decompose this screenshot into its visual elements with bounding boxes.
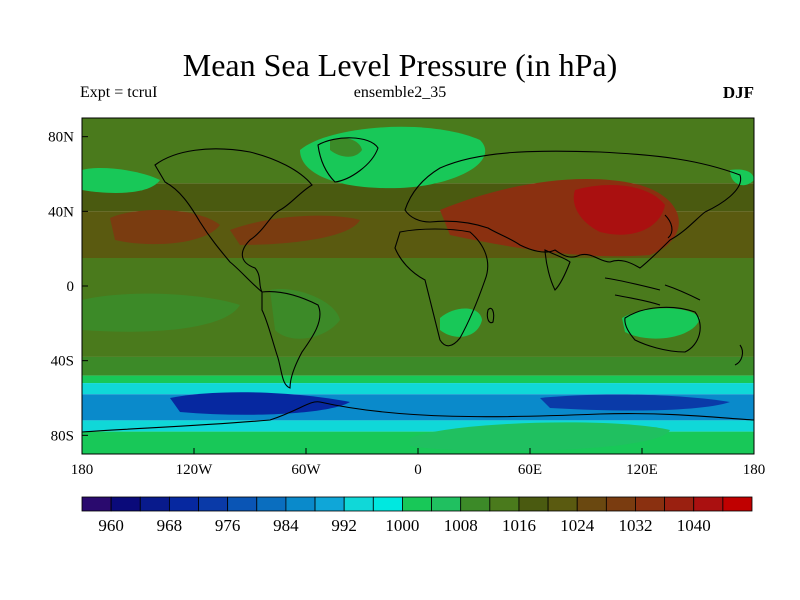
colorbar-label: 1032	[618, 516, 652, 535]
pressure-cell-greenland	[330, 138, 362, 157]
colorbar-label: 1000	[385, 516, 419, 535]
colorbar-swatch	[402, 496, 432, 512]
page-title: Mean Sea Level Pressure (in hPa)	[182, 47, 618, 83]
colorbar-label: 968	[157, 516, 183, 535]
pressure-cell-antarctic-low	[170, 392, 350, 415]
colorbar-swatch	[372, 496, 403, 512]
colorbar-label: 992	[331, 516, 357, 535]
pressure-cells	[82, 126, 754, 452]
colorbar-swatch	[343, 496, 374, 512]
colorbar-swatch	[605, 496, 636, 512]
colorbar-label: 1024	[560, 516, 595, 535]
colorbar-label: 1040	[677, 516, 711, 535]
colorbar-label: 1008	[444, 516, 478, 535]
colorbar-swatch	[198, 496, 229, 512]
colorbar-swatch	[460, 496, 491, 512]
colorbar-swatch	[256, 496, 287, 512]
x-tick-label: 120W	[176, 462, 214, 478]
colorbar-swatch	[139, 496, 170, 512]
colorbar-swatch	[285, 496, 316, 512]
colorbar: 960 968 976 984 992 1000 1008 1016 1024 1032 1040	[81, 496, 753, 535]
y-tick-label: 80S	[51, 428, 74, 444]
season-label: DJF	[722, 83, 754, 102]
colorbar-swatch	[168, 496, 199, 512]
colorbar-swatch	[81, 496, 112, 512]
colorbar-label: 960	[98, 516, 124, 535]
colorbar-swatch	[635, 496, 666, 512]
colorbar-swatch	[576, 496, 607, 512]
y-tick-label: 40S	[51, 354, 74, 370]
colorbar-swatch	[227, 496, 258, 512]
pressure-cell-antarctic-high	[410, 422, 670, 452]
colorbar-label: 984	[273, 516, 299, 535]
x-tick-label: 0	[414, 462, 422, 478]
pressure-cell-south-america	[270, 289, 340, 339]
y-tick-label: 40N	[48, 204, 74, 220]
experiment-label: Expt = tcruI	[80, 84, 158, 101]
x-tick-label: 180	[71, 462, 94, 478]
ensemble-label: ensemble2_35	[353, 84, 447, 101]
pressure-cell-south-pacific	[82, 293, 240, 332]
x-tick-label: 60E	[518, 462, 542, 478]
colorbar-swatch	[547, 496, 578, 512]
y-tick-label: 80N	[48, 130, 74, 146]
pressure-band-6	[82, 383, 754, 395]
colorbar-swatch	[664, 496, 695, 512]
pressure-cell-australia	[622, 308, 700, 339]
colorbar-swatch	[722, 496, 753, 512]
pressure-band-8	[82, 420, 754, 432]
pressure-band-4	[82, 356, 754, 376]
pressure-cell-atlantic-high	[230, 215, 360, 245]
pressure-cell-siberian-high	[573, 185, 665, 235]
pressure-band-5	[82, 375, 754, 384]
colorbar-swatch	[518, 496, 549, 512]
axis-ticks: 180 120W 60W 0 60E 120E 180 80N 40N 0 40S 80S	[48, 130, 765, 478]
colorbar-swatch	[314, 496, 345, 512]
pressure-cell-antarctic-low-east	[540, 394, 730, 411]
colorbar-label: 1016	[502, 516, 536, 535]
colorbar-label: 976	[215, 516, 241, 535]
x-tick-label: 180	[743, 462, 766, 478]
colorbar-swatch	[431, 496, 462, 512]
pressure-cell-north-pacific	[82, 168, 160, 193]
colorbar-swatch	[489, 496, 520, 512]
x-tick-label: 60W	[291, 462, 321, 478]
y-tick-label: 0	[67, 279, 75, 295]
colorbar-swatch	[693, 496, 724, 512]
colorbar-swatch	[110, 496, 141, 512]
coastlines	[82, 137, 754, 433]
pressure-cell-pacific-high	[110, 209, 220, 245]
x-tick-label: 120E	[626, 462, 658, 478]
